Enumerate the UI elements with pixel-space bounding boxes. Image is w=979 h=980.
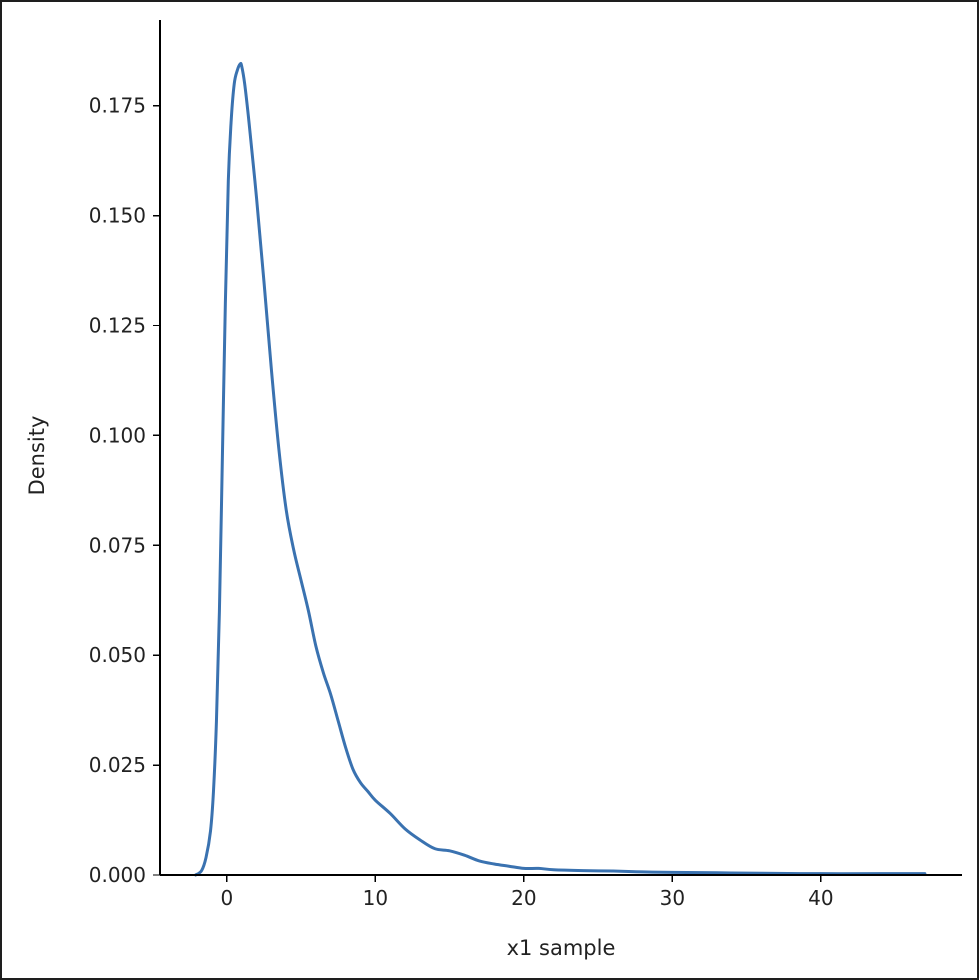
- series-layer: [194, 61, 927, 877]
- y-tick-label: 0.100: [89, 423, 146, 447]
- y-tick-label: 0.075: [89, 533, 146, 557]
- y-tick-label: 0.000: [89, 863, 146, 887]
- density-curve: [194, 61, 927, 877]
- x-tick-label: 30: [660, 886, 685, 910]
- y-tick-label: 0.150: [89, 204, 146, 228]
- y-axis-label: Density: [25, 416, 49, 496]
- x-tick-label: 10: [363, 886, 388, 910]
- y-tick-label: 0.175: [89, 94, 146, 118]
- x-ticks: 0 10 20 30 40: [220, 875, 834, 910]
- axes-layer: [159, 20, 962, 876]
- y-tick-label: 0.025: [89, 753, 146, 777]
- y-tick-label: 0.050: [89, 643, 146, 667]
- y-ticks: 0.000 0.025 0.050 0.075 0.100 0.125 0.150 0.175: [89, 94, 160, 887]
- x-axis-label: x1 sample: [507, 936, 616, 960]
- x-tick-label: 40: [808, 886, 833, 910]
- y-tick-label: 0.125: [89, 314, 146, 338]
- x-tick-label: 20: [511, 886, 536, 910]
- x-tick-label: 0: [220, 886, 233, 910]
